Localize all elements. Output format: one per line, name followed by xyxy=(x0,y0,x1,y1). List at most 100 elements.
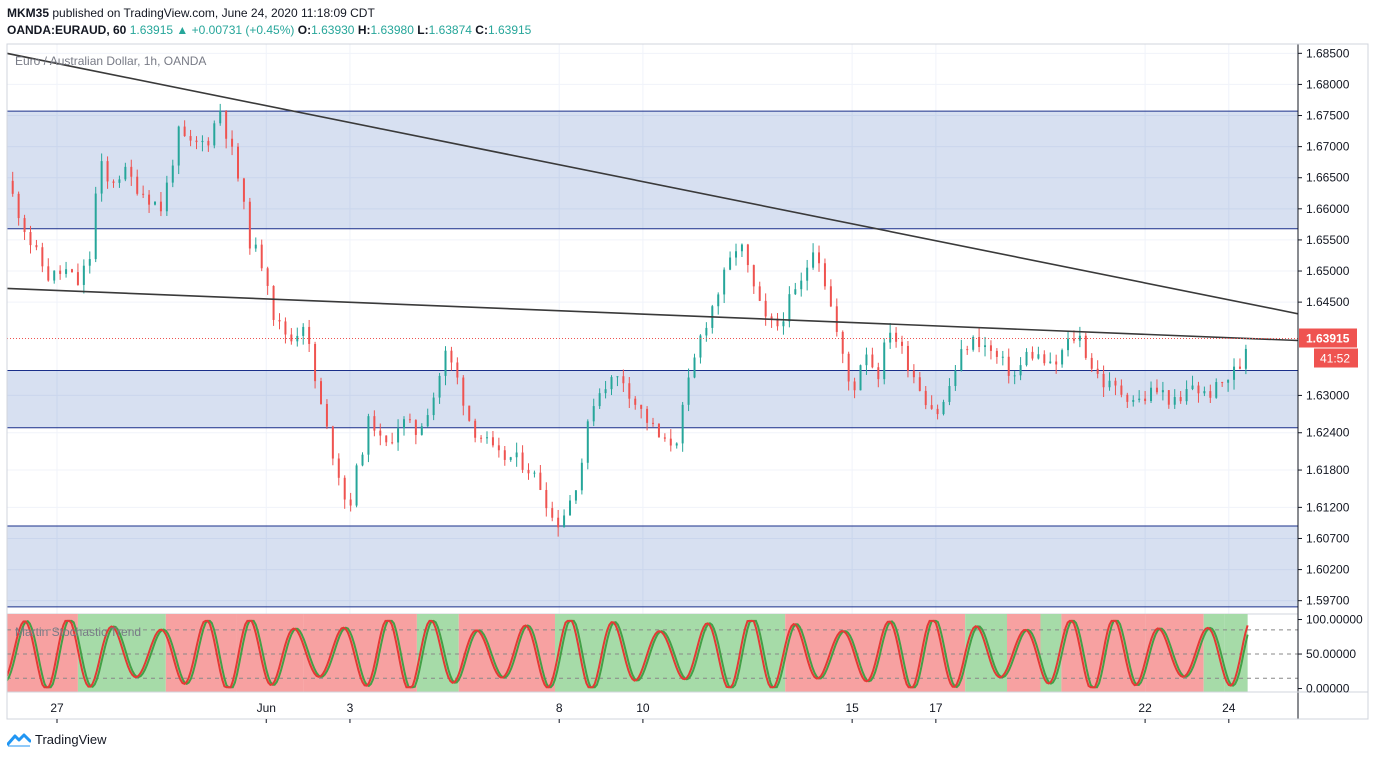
candle-body-119 xyxy=(717,294,720,307)
candle-body-208 xyxy=(1244,348,1247,369)
candle-body-76 xyxy=(462,377,465,406)
indicator-pane xyxy=(7,613,1298,692)
candle-body-205 xyxy=(1227,379,1230,383)
candle-body-71 xyxy=(432,397,435,416)
candle-body-154 xyxy=(924,390,927,406)
candle-body-124 xyxy=(746,244,749,266)
candle-body-202 xyxy=(1209,391,1212,398)
countdown-badge xyxy=(1314,348,1358,368)
candle-body-4 xyxy=(35,245,38,248)
tradingview-logo-icon xyxy=(7,733,31,747)
candle-body-35 xyxy=(219,111,222,124)
x-tick-label-6: 17 xyxy=(929,701,943,715)
y-tick-label-0: 1.68500 xyxy=(1306,46,1350,60)
candle-body-151 xyxy=(906,345,909,371)
candle-body-126 xyxy=(758,286,761,301)
candle-body-204 xyxy=(1221,382,1224,384)
candle-body-48 xyxy=(296,335,299,342)
indicator-zone-7 xyxy=(555,614,786,692)
candle-body-1 xyxy=(17,193,20,219)
y-tick-label-15: 1.59700 xyxy=(1306,594,1350,608)
indicator-zone-6 xyxy=(458,614,556,692)
candle-body-54 xyxy=(331,426,334,459)
tradingview-brand[interactable]: TradingView xyxy=(7,731,107,747)
candle-body-179 xyxy=(1072,338,1075,341)
candle-body-31 xyxy=(195,140,198,143)
x-tick-label-0: 27 xyxy=(50,701,64,715)
candle-body-111 xyxy=(669,438,672,446)
candle-body-194 xyxy=(1161,390,1164,393)
ind-tick-label-0: 100.00000 xyxy=(1306,613,1363,627)
candle-body-6 xyxy=(47,266,50,281)
symbol-info: OANDA:EURAUD, 60 1.63915 ▲ +0.00731 (+0.… xyxy=(7,23,531,37)
candle-body-147 xyxy=(883,342,886,380)
candle-body-115 xyxy=(693,357,696,378)
candle-body-175 xyxy=(1049,361,1052,364)
high-value: 1.63980 xyxy=(370,23,414,37)
candle-body-199 xyxy=(1191,385,1194,390)
candle-body-92 xyxy=(557,517,560,528)
candle-body-58 xyxy=(355,465,358,506)
candle-body-90 xyxy=(545,489,548,509)
candle-body-120 xyxy=(723,269,726,295)
close-label: C: xyxy=(475,23,488,37)
candle-body-72 xyxy=(438,375,441,398)
candle-body-75 xyxy=(456,362,459,378)
candle-body-112 xyxy=(675,443,678,446)
candle-body-139 xyxy=(835,306,838,332)
candle-body-149 xyxy=(895,332,898,342)
candle-body-68 xyxy=(414,420,417,435)
y-tick-label-14: 1.60200 xyxy=(1306,563,1350,577)
grid xyxy=(7,44,1298,692)
low-value: 1.63874 xyxy=(428,23,472,37)
indicator-zone-3 xyxy=(236,614,304,692)
y-tick-label-9: 1.63000 xyxy=(1306,388,1350,402)
candle-body-73 xyxy=(444,350,447,376)
candle-body-69 xyxy=(420,426,423,435)
x-tick-label-5: 15 xyxy=(845,701,859,715)
last-price: 1.63915 xyxy=(129,23,174,37)
brand-name: TradingView xyxy=(35,731,107,747)
candle-body-144 xyxy=(865,354,868,366)
candle-body-22 xyxy=(142,193,145,195)
support-resistance-zones xyxy=(7,110,1298,608)
candle-body-78 xyxy=(474,420,477,438)
candle-body-5 xyxy=(41,247,44,267)
candle-body-80 xyxy=(486,437,489,439)
candle-body-50 xyxy=(308,326,311,344)
candle-body-52 xyxy=(320,381,323,404)
candle-body-11 xyxy=(76,272,79,285)
candle-body-3 xyxy=(29,232,32,246)
publisher-name[interactable]: MKM35 xyxy=(7,6,50,20)
candle-body-2 xyxy=(23,218,26,233)
countdown-label: 41:52 xyxy=(1320,352,1350,366)
candle-body-65 xyxy=(397,428,400,443)
candle-body-55 xyxy=(337,458,340,478)
candle-body-70 xyxy=(426,415,429,427)
indicator-lines xyxy=(7,619,1249,689)
candle-body-100 xyxy=(604,389,607,394)
candle-body-61 xyxy=(373,416,376,431)
y-tick-label-4: 1.66500 xyxy=(1306,171,1350,185)
candle-body-190 xyxy=(1138,398,1141,401)
high-label: H: xyxy=(357,23,371,37)
candle-body-42 xyxy=(260,244,263,269)
candle-body-160 xyxy=(960,349,963,371)
candle-body-191 xyxy=(1144,398,1147,401)
candle-body-123 xyxy=(740,244,743,252)
y-tick-label-11: 1.61800 xyxy=(1306,463,1350,477)
candle-body-156 xyxy=(936,408,939,415)
candle-body-193 xyxy=(1155,387,1158,393)
candle-body-39 xyxy=(242,178,245,202)
published-text: published on TradingView.com, June 24, 2… xyxy=(52,6,375,20)
candle-body-62 xyxy=(379,430,382,436)
x-tick-label-7: 22 xyxy=(1138,701,1152,715)
symbol-label[interactable]: OANDA:EURAUD, 60 xyxy=(7,23,127,37)
indicator-zone-13 xyxy=(1145,614,1204,692)
ind-tick-label-2: 0.00000 xyxy=(1306,682,1350,696)
y-tick-label-12: 1.61200 xyxy=(1306,500,1350,514)
candle-body-66 xyxy=(403,419,406,429)
candle-body-53 xyxy=(325,403,328,427)
candle-body-7 xyxy=(53,270,56,281)
